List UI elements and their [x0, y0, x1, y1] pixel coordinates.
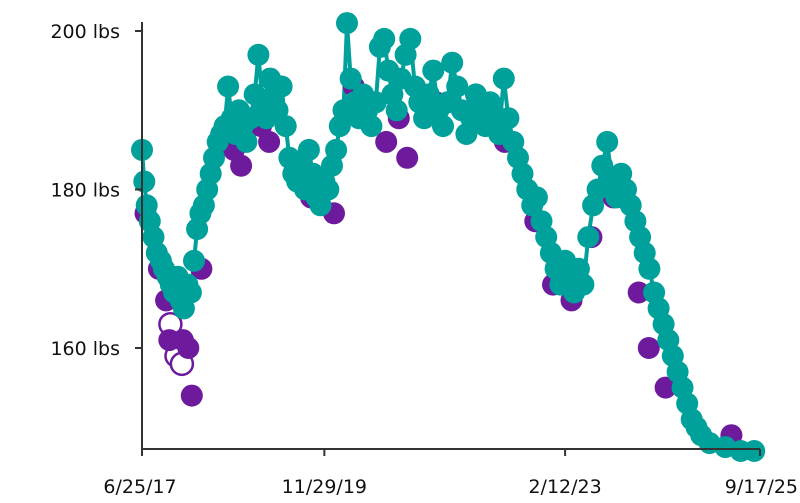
- data-point: [654, 376, 677, 399]
- data-point: [446, 75, 469, 98]
- data-point: [179, 281, 202, 304]
- data-point: [297, 138, 320, 161]
- data-point: [637, 337, 660, 359]
- data-point: [177, 337, 200, 359]
- data-point: [638, 257, 661, 280]
- data-point: [360, 115, 383, 138]
- data-point: [417, 83, 440, 106]
- data-point: [336, 12, 358, 35]
- data-point: [230, 154, 253, 177]
- y-tick-label: 200 lbs: [50, 21, 120, 43]
- data-point: [239, 107, 262, 130]
- y-axis-ticks: 160 lbs 180 lbs 200 lbs: [50, 21, 142, 360]
- data-point: [325, 138, 348, 161]
- data-point: [235, 130, 258, 153]
- data-point: [317, 178, 340, 201]
- data-point: [577, 226, 600, 249]
- data-point: [183, 249, 205, 272]
- data-point: [627, 281, 650, 304]
- data-points: [131, 12, 766, 462]
- x-tick-label: 2/12/23: [528, 476, 601, 498]
- x-axis-ticks: 6/25/17 11/29/19 2/12/23 9/17/25: [103, 449, 798, 498]
- data-point: [572, 273, 595, 296]
- data-point: [339, 67, 362, 90]
- data-point: [596, 130, 619, 153]
- data-point: [591, 154, 614, 177]
- data-point: [422, 59, 445, 82]
- x-tick-label: 9/17/25: [725, 476, 798, 498]
- data-point: [247, 43, 270, 66]
- data-point: [217, 75, 240, 98]
- data-point: [396, 146, 419, 169]
- data-point: [270, 75, 293, 98]
- data-point: [525, 186, 548, 209]
- x-tick-label: 6/25/17: [103, 476, 176, 498]
- data-point: [375, 130, 398, 153]
- data-point: [364, 91, 387, 114]
- x-tick-label: 11/29/19: [282, 476, 367, 498]
- data-point: [441, 51, 464, 74]
- y-tick-label: 180 lbs: [50, 180, 120, 202]
- data-point: [180, 384, 203, 407]
- data-point: [385, 99, 408, 122]
- data-point: [432, 115, 454, 138]
- data-point: [373, 27, 396, 50]
- data-point: [492, 67, 515, 90]
- data-point: [258, 130, 281, 153]
- data-point: [274, 115, 297, 138]
- data-point: [743, 440, 766, 462]
- data-point: [133, 170, 156, 193]
- data-point: [399, 27, 422, 50]
- data-point: [497, 107, 520, 130]
- y-tick-label: 160 lbs: [50, 338, 120, 360]
